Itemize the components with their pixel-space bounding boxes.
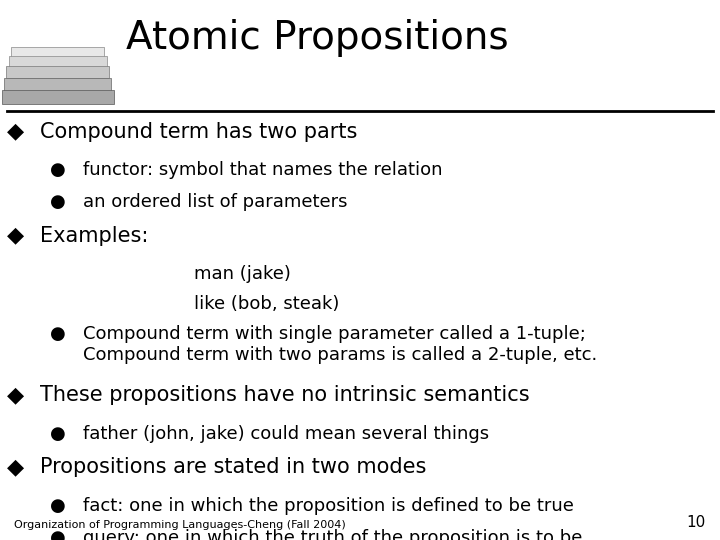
Text: Examples:: Examples: [40, 226, 148, 246]
Text: ●: ● [50, 529, 66, 540]
Text: ●: ● [50, 161, 66, 179]
Text: ●: ● [50, 193, 66, 211]
Text: functor: symbol that names the relation: functor: symbol that names the relation [83, 161, 442, 179]
FancyBboxPatch shape [4, 78, 111, 91]
Text: ◆: ◆ [7, 457, 24, 477]
FancyBboxPatch shape [6, 66, 109, 78]
Text: Compound term with single parameter called a 1-tuple;
Compound term with two par: Compound term with single parameter call… [83, 325, 597, 364]
Text: an ordered list of parameters: an ordered list of parameters [83, 193, 347, 211]
Text: 10: 10 [686, 515, 706, 530]
Text: father (john, jake) could mean several things: father (john, jake) could mean several t… [83, 425, 489, 443]
Text: ●: ● [50, 497, 66, 515]
Text: ◆: ◆ [7, 386, 24, 406]
Text: Compound term has two parts: Compound term has two parts [40, 122, 357, 141]
FancyBboxPatch shape [2, 90, 114, 104]
Text: Atomic Propositions: Atomic Propositions [126, 19, 508, 57]
Text: These propositions have no intrinsic semantics: These propositions have no intrinsic sem… [40, 386, 529, 406]
Text: ●: ● [50, 325, 66, 342]
FancyBboxPatch shape [11, 47, 104, 57]
Text: Organization of Programming Languages-Cheng (Fall 2004): Organization of Programming Languages-Ch… [14, 520, 346, 530]
Text: ◆: ◆ [7, 226, 24, 246]
Text: fact: one in which the proposition is defined to be true: fact: one in which the proposition is de… [83, 497, 574, 515]
Text: ●: ● [50, 425, 66, 443]
Text: query: one in which the truth of the proposition is to be
determined: query: one in which the truth of the pro… [83, 529, 582, 540]
Text: like (bob, steak): like (bob, steak) [194, 295, 340, 313]
Text: ◆: ◆ [7, 122, 24, 141]
Text: man (jake): man (jake) [194, 265, 292, 283]
Text: Propositions are stated in two modes: Propositions are stated in two modes [40, 457, 426, 477]
FancyBboxPatch shape [9, 56, 107, 67]
